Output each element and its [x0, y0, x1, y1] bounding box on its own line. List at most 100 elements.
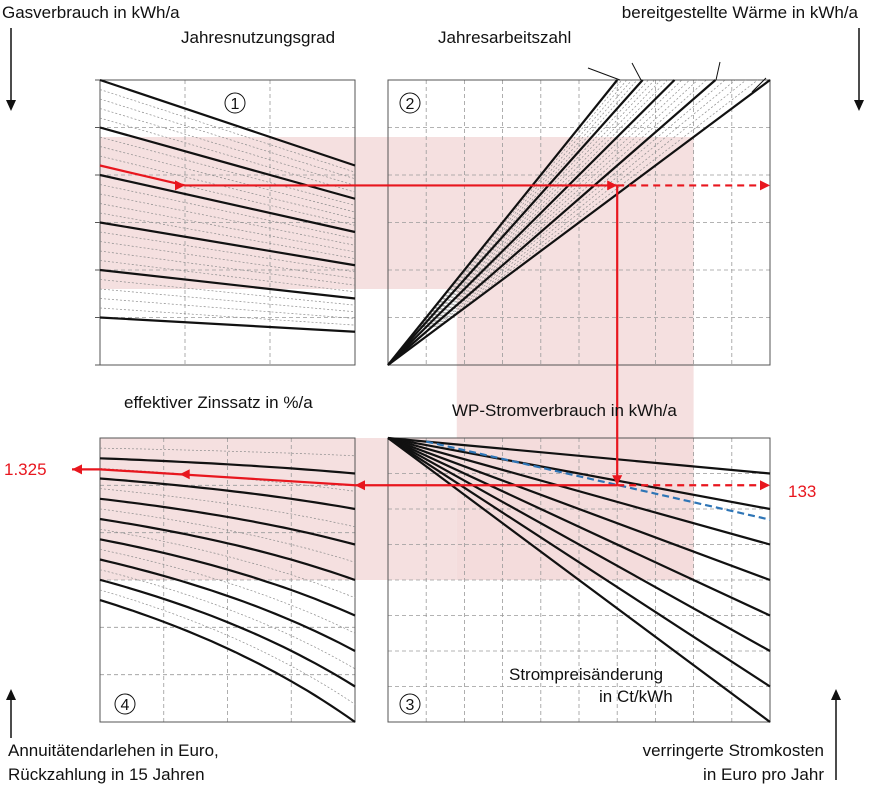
heat-axis-arrow: [854, 28, 864, 111]
q1-minor-line: [99, 108, 356, 186]
q2-minor-line: [424, 79, 662, 328]
q1-minor-line: [99, 203, 356, 253]
q3-price-line: [387, 437, 771, 723]
q3-highlight-line: [425, 440, 771, 521]
savings-axis-arrow: [831, 689, 841, 780]
savings-axis-title-1: verringerte Stromkosten: [643, 741, 824, 760]
q1-minor-line: [99, 241, 356, 279]
q4-annuity-curve: [99, 538, 356, 617]
quadrant-4-curves: [99, 447, 356, 723]
svg-text:1: 1: [231, 96, 240, 113]
q2-jaz-line: [387, 79, 676, 366]
jaz-title: Jahresarbeitszahl: [438, 28, 571, 47]
jaz-leader: [631, 62, 642, 81]
gas-axis-arrow: [6, 28, 16, 111]
price-change-title-1: Strompreisänderung: [509, 665, 663, 684]
jaz-leader: [715, 61, 721, 81]
quadrant-marker-4: 4: [114, 693, 136, 715]
q2-jaz-line: [387, 79, 771, 366]
loan-axis-arrow: [6, 689, 16, 738]
q1-minor-line: [99, 193, 356, 246]
example-path: [72, 164, 770, 491]
q4-annuity-curve: [99, 517, 356, 582]
q4-annuity-curve: [99, 497, 356, 546]
example-arrow-2: [607, 180, 618, 191]
q4-annuity-curve: [99, 508, 356, 563]
example-loan-line: [99, 468, 356, 487]
q2-minor-line: [434, 79, 736, 328]
heat-axis-title: bereitgestellte Wärme in kWh/a: [622, 3, 859, 22]
q1-minor-line: [99, 250, 356, 286]
q1-minor-line: [99, 212, 356, 259]
jaz-leader: [587, 67, 621, 81]
q1-minor-line: [99, 298, 356, 319]
q2-minor-line: [420, 79, 638, 328]
shade-band-top: [100, 137, 694, 289]
price-change-title-2: in Ct/kWh: [599, 687, 673, 706]
q4-annuity-curve: [99, 468, 356, 492]
gas-axis-title: Gasverbrauch in kWh/a: [2, 3, 180, 22]
q1-minor-line: [99, 136, 356, 206]
svg-text:2: 2: [406, 96, 415, 113]
q4-annuity-curve: [99, 488, 356, 528]
q1-series-line: [99, 221, 356, 267]
quadrant-3-curves: [387, 436, 771, 723]
quadrant-marker-2: 2: [399, 92, 421, 114]
q4-annuity-curve: [99, 477, 356, 511]
q4-annuity-curve: [99, 569, 356, 670]
loan-axis-title-2: Rückzahlung in 15 Jahren: [8, 765, 205, 784]
quadrant-2-curves: [387, 79, 771, 366]
q1-series-line: [99, 78, 356, 167]
q2-jaz-line: [387, 79, 644, 366]
q2-minor-line: [430, 79, 707, 328]
q4-annuity-curve: [99, 457, 356, 475]
q4-annuity-curve: [99, 578, 356, 688]
power-axis-title: WP-Stromverbrauch in kWh/a: [452, 401, 677, 420]
q1-minor-line: [99, 288, 356, 313]
q3-price-line: [387, 436, 771, 511]
series-labels: [587, 61, 767, 93]
interest-axis-title: effektiver Zinssatz in %/a: [124, 393, 313, 412]
q1-minor-line: [99, 89, 356, 173]
svg-text:3: 3: [406, 697, 415, 714]
q2-frame: [387, 79, 771, 366]
q1-minor-line: [99, 98, 356, 180]
savings-axis-title-2: in Euro pro Jahr: [703, 765, 824, 784]
q4-annuity-curve: [99, 558, 356, 652]
example-arrow-1: [175, 180, 185, 191]
jaz-leader: [751, 77, 767, 93]
q4-annuity-curve: [99, 447, 356, 457]
q4-annuity-curve: [99, 599, 356, 723]
svg-text:4: 4: [121, 697, 130, 714]
example-arrow-6: [355, 480, 365, 491]
q2-jaz-line: [387, 79, 619, 366]
example-arrow-5: [760, 480, 770, 491]
tick-labels: [95, 79, 100, 366]
example-arrow-4: [612, 475, 623, 486]
q1-series-line: [99, 316, 356, 333]
q2-minor-line: [429, 79, 698, 328]
q2-minor-line: [426, 79, 683, 328]
quadrant-marker-3: 3: [399, 693, 421, 715]
q1-minor-line: [99, 231, 356, 273]
efficiency-axis-title: Jahresnutzungsgrad: [181, 28, 335, 47]
quadrant-1-curves: [99, 78, 356, 333]
q1-series-line: [99, 268, 356, 300]
q1-minor-line: [99, 117, 356, 193]
q4-annuity-curve: [99, 589, 356, 705]
q1-series-line: [99, 126, 356, 200]
q2-jaz-line: [387, 79, 717, 366]
q1-series-line: [99, 173, 356, 234]
q2-minor-line: [423, 79, 655, 328]
example-arrow-3: [760, 180, 770, 191]
example-arrow-8: [179, 469, 190, 480]
loan-result-label: 1.325: [4, 460, 47, 479]
q1-minor-line: [99, 260, 356, 293]
quadrant-marker-1: 1: [224, 92, 246, 114]
q1-minor-line: [99, 184, 356, 239]
q1-minor-line: [99, 279, 356, 306]
q3-price-line: [387, 436, 771, 546]
q2-minor-line: [425, 79, 668, 328]
q2-minor-line: [419, 79, 628, 328]
